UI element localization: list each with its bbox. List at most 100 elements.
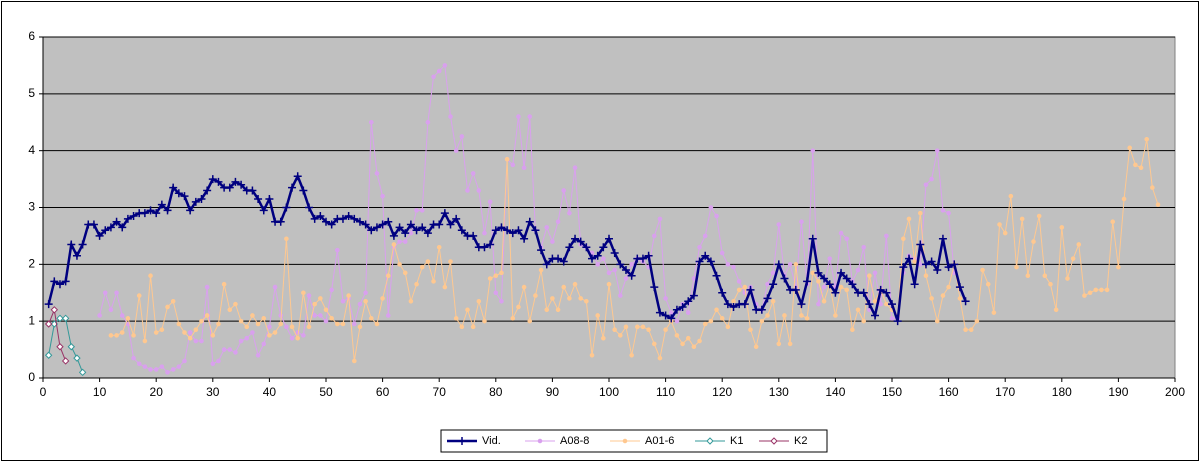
marker bbox=[848, 280, 857, 289]
marker bbox=[691, 276, 697, 281]
marker bbox=[186, 206, 195, 215]
marker bbox=[861, 244, 867, 250]
marker bbox=[521, 165, 527, 171]
marker bbox=[731, 264, 736, 270]
marker bbox=[129, 212, 138, 221]
marker bbox=[1002, 230, 1008, 236]
marker bbox=[1082, 293, 1087, 298]
marker bbox=[729, 302, 738, 311]
marker bbox=[476, 188, 482, 193]
marker bbox=[725, 324, 731, 330]
marker bbox=[459, 324, 465, 330]
marker bbox=[629, 262, 634, 267]
marker bbox=[740, 300, 749, 309]
marker bbox=[165, 304, 170, 310]
marker bbox=[918, 262, 923, 267]
marker bbox=[289, 324, 295, 330]
marker bbox=[776, 341, 782, 347]
marker bbox=[657, 216, 663, 222]
marker bbox=[855, 267, 861, 273]
marker bbox=[106, 223, 115, 232]
marker bbox=[153, 367, 159, 372]
marker bbox=[282, 203, 291, 212]
marker bbox=[1048, 281, 1053, 287]
marker bbox=[89, 220, 98, 229]
y-tick-label: 1 bbox=[28, 313, 35, 327]
marker bbox=[588, 254, 597, 263]
marker bbox=[504, 156, 510, 162]
legend-label: A08-8 bbox=[560, 435, 589, 447]
x-tick-label: 100 bbox=[599, 385, 619, 399]
marker bbox=[148, 273, 153, 279]
marker bbox=[50, 277, 59, 286]
marker bbox=[97, 313, 102, 318]
marker bbox=[169, 183, 178, 192]
legend-marker bbox=[458, 437, 466, 445]
marker bbox=[318, 296, 323, 301]
marker bbox=[67, 343, 76, 351]
marker bbox=[985, 281, 991, 287]
series-line bbox=[48, 307, 67, 362]
marker bbox=[516, 304, 521, 310]
marker bbox=[459, 134, 465, 139]
marker bbox=[646, 327, 651, 332]
marker bbox=[605, 234, 613, 243]
marker bbox=[1121, 196, 1127, 202]
marker bbox=[774, 260, 783, 269]
marker bbox=[769, 280, 778, 289]
marker bbox=[148, 367, 153, 372]
marker bbox=[361, 220, 370, 229]
marker bbox=[204, 313, 210, 318]
marker bbox=[940, 208, 946, 213]
marker bbox=[544, 307, 550, 313]
marker bbox=[940, 293, 946, 298]
marker bbox=[667, 314, 676, 323]
marker bbox=[470, 324, 476, 330]
marker bbox=[878, 301, 883, 307]
marker bbox=[531, 226, 540, 235]
marker bbox=[765, 313, 770, 318]
marker bbox=[712, 271, 721, 280]
marker bbox=[571, 234, 580, 243]
x-tick-label: 120 bbox=[712, 385, 732, 399]
marker bbox=[284, 324, 289, 330]
marker bbox=[408, 230, 414, 236]
marker bbox=[554, 254, 563, 263]
marker bbox=[305, 203, 314, 212]
marker bbox=[770, 298, 776, 304]
marker bbox=[310, 214, 319, 223]
marker bbox=[436, 244, 442, 250]
marker bbox=[1087, 290, 1093, 296]
marker bbox=[708, 205, 714, 210]
marker bbox=[593, 251, 602, 260]
x-tick-label: 190 bbox=[1108, 385, 1128, 399]
x-tick-label: 60 bbox=[376, 385, 390, 399]
marker bbox=[401, 229, 410, 238]
marker bbox=[225, 183, 234, 192]
marker bbox=[814, 268, 823, 277]
marker bbox=[1070, 256, 1076, 261]
marker bbox=[1133, 162, 1138, 168]
marker bbox=[78, 368, 87, 377]
marker bbox=[301, 333, 306, 338]
marker bbox=[248, 186, 257, 195]
marker bbox=[367, 226, 376, 235]
marker bbox=[112, 217, 121, 226]
marker bbox=[884, 301, 889, 307]
marker bbox=[67, 240, 76, 249]
marker bbox=[865, 300, 874, 309]
marker bbox=[288, 183, 297, 192]
marker bbox=[542, 260, 551, 269]
marker bbox=[431, 74, 436, 80]
marker bbox=[442, 63, 448, 68]
marker bbox=[578, 296, 584, 301]
marker bbox=[621, 266, 630, 275]
x-tick-label: 40 bbox=[263, 385, 277, 399]
marker bbox=[487, 276, 493, 281]
marker bbox=[555, 307, 561, 313]
marker bbox=[872, 298, 878, 304]
marker bbox=[510, 162, 516, 168]
marker bbox=[159, 364, 165, 369]
marker bbox=[425, 259, 431, 264]
marker bbox=[719, 316, 725, 321]
